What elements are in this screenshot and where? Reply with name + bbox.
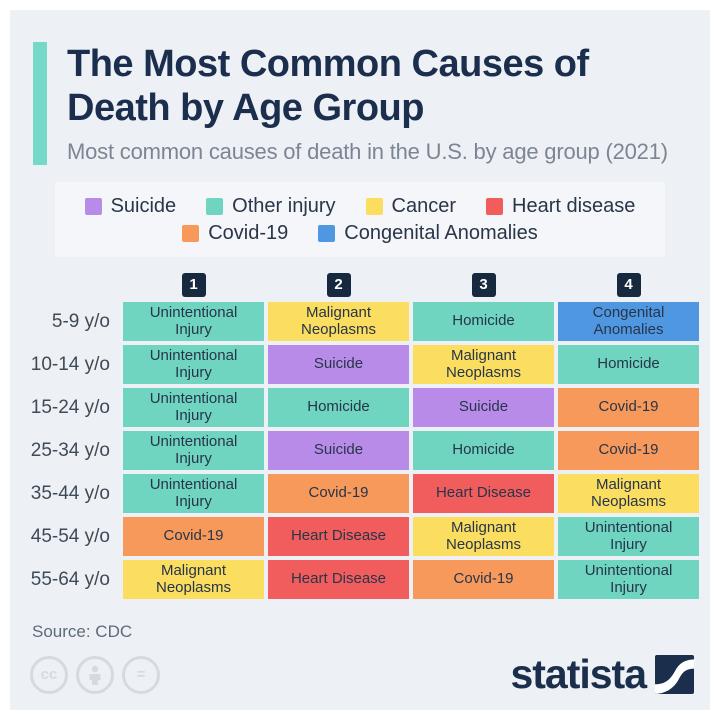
- table-cell: Unintentional Injury: [123, 431, 264, 471]
- statista-logo: statista: [510, 654, 694, 695]
- other-injury-swatch: [206, 198, 224, 216]
- table-cell: Covid-19: [413, 560, 554, 600]
- table-row: 55-64 y/o Malignant Neoplasms Heart Dise…: [22, 560, 710, 600]
- table-cell: Malignant Neoplasms: [123, 560, 264, 600]
- table-cell: Malignant Neoplasms: [413, 517, 554, 557]
- attribution-person-icon: [76, 655, 114, 694]
- table-cell: Heart Disease: [268, 517, 409, 557]
- table-cell: Covid-19: [558, 431, 699, 471]
- row-label-15-24: 15-24 y/o: [30, 396, 110, 418]
- row-label-55-64: 55-64 y/o: [30, 568, 110, 590]
- table-row: 5-9 y/o Unintentional Injury Malignant N…: [22, 302, 710, 342]
- cc-icon: cc: [30, 655, 68, 694]
- table-cell: Malignant Neoplasms: [413, 345, 554, 385]
- row-label-35-44: 35-44 y/o: [30, 482, 110, 504]
- accent-bar: [33, 42, 47, 166]
- row-label-45-54: 45-54 y/o: [30, 525, 110, 547]
- header-text: The Most Common Causes of Death by Age G…: [67, 42, 668, 165]
- table-cell: Covid-19: [268, 474, 409, 514]
- legend-label: Suicide: [110, 195, 177, 218]
- legend-label: Other injury: [232, 195, 336, 218]
- page-subtitle: Most common causes of death in the U.S. …: [67, 139, 668, 165]
- table-cell: Malignant Neoplasms: [268, 302, 409, 342]
- row-label-5-9: 5-9 y/o: [51, 310, 110, 332]
- infographic-card: The Most Common Causes of Death by Age G…: [10, 10, 710, 710]
- table-row: 35-44 y/o Unintentional Injury Covid-19 …: [22, 474, 710, 514]
- heart-disease-swatch: [486, 198, 504, 216]
- legend-label: Congenital Anomalies: [344, 222, 538, 245]
- table-cell: Suicide: [413, 388, 554, 428]
- header: The Most Common Causes of Death by Age G…: [33, 42, 690, 166]
- table-cell: Unintentional Injury: [558, 517, 699, 557]
- table-cell: Suicide: [268, 345, 409, 385]
- legend-item-cancer: Cancer: [365, 195, 457, 218]
- row-label-25-34: 25-34 y/o: [30, 439, 110, 461]
- license-icons: cc =: [30, 655, 160, 694]
- table-cell: Unintentional Injury: [558, 560, 699, 600]
- table-cell: Malignant Neoplasms: [558, 474, 699, 514]
- legend-item-suicide: Suicide: [84, 195, 177, 218]
- table-row: 10-14 y/o Unintentional Injury Suicide M…: [22, 345, 710, 385]
- page-title: The Most Common Causes of Death by Age G…: [67, 43, 589, 130]
- table-row: 45-54 y/o Covid-19 Heart Disease Maligna…: [22, 517, 710, 557]
- legend-label: Heart disease: [512, 195, 636, 218]
- legend-label: Covid-19: [208, 222, 289, 245]
- table-cell: Unintentional Injury: [123, 345, 264, 385]
- source-text: Source: CDC: [32, 622, 133, 642]
- table-cell: Unintentional Injury: [123, 474, 264, 514]
- table-cell: Covid-19: [558, 388, 699, 428]
- table-cell: Covid-19: [123, 517, 264, 557]
- legend-item-covid-19: Covid-19: [182, 222, 288, 245]
- rank-badge-2: 2: [326, 272, 351, 297]
- table-cell: Homicide: [558, 345, 699, 385]
- rank-badge-1: 1: [181, 272, 206, 297]
- statista-mark-icon: [655, 655, 694, 695]
- legend-item-heart-disease: Heart disease: [486, 195, 635, 218]
- legend-item-other-injury: Other injury: [206, 195, 336, 218]
- table-cell: Heart Disease: [268, 560, 409, 600]
- statista-wordmark: statista: [510, 651, 647, 698]
- cancer-swatch: [365, 198, 383, 216]
- rank-table: 1 2 3 4 5-9 y/o Unintentional Injury Mal…: [22, 271, 710, 600]
- table-cell: Heart Disease: [413, 474, 554, 514]
- congenital-swatch: [318, 225, 336, 243]
- rank-badge-3: 3: [471, 272, 496, 297]
- legend-row-1: Suicide Other injury Cancer Heart diseas…: [55, 195, 665, 218]
- table-cell: Suicide: [268, 431, 409, 471]
- table-row: 15-24 y/o Unintentional Injury Homicide …: [22, 388, 710, 428]
- table-cell: Unintentional Injury: [123, 388, 264, 428]
- footer: cc = statista: [30, 654, 694, 695]
- row-label-10-14: 10-14 y/o: [30, 353, 110, 375]
- legend-item-congenital-anomalies: Congenital Anomalies: [318, 222, 538, 245]
- rank-header-row: 1 2 3 4: [22, 271, 710, 298]
- suicide-swatch: [84, 198, 102, 216]
- table-row: 25-34 y/o Unintentional Injury Suicide H…: [22, 431, 710, 471]
- rank-header-spacer: [22, 271, 119, 298]
- rank-badge-4: 4: [616, 272, 641, 297]
- table-cell: Homicide: [413, 431, 554, 471]
- legend-row-2: Covid-19 Congenital Anomalies: [55, 222, 665, 245]
- covid-swatch: [182, 225, 200, 243]
- no-derivatives-icon: =: [122, 655, 160, 694]
- table-cell: Homicide: [413, 302, 554, 342]
- table-cell: Homicide: [268, 388, 409, 428]
- legend: Suicide Other injury Cancer Heart diseas…: [55, 182, 665, 258]
- legend-label: Cancer: [391, 195, 457, 218]
- table-cell: Unintentional Injury: [123, 302, 264, 342]
- table-cell: Congenital Anomalies: [558, 302, 699, 342]
